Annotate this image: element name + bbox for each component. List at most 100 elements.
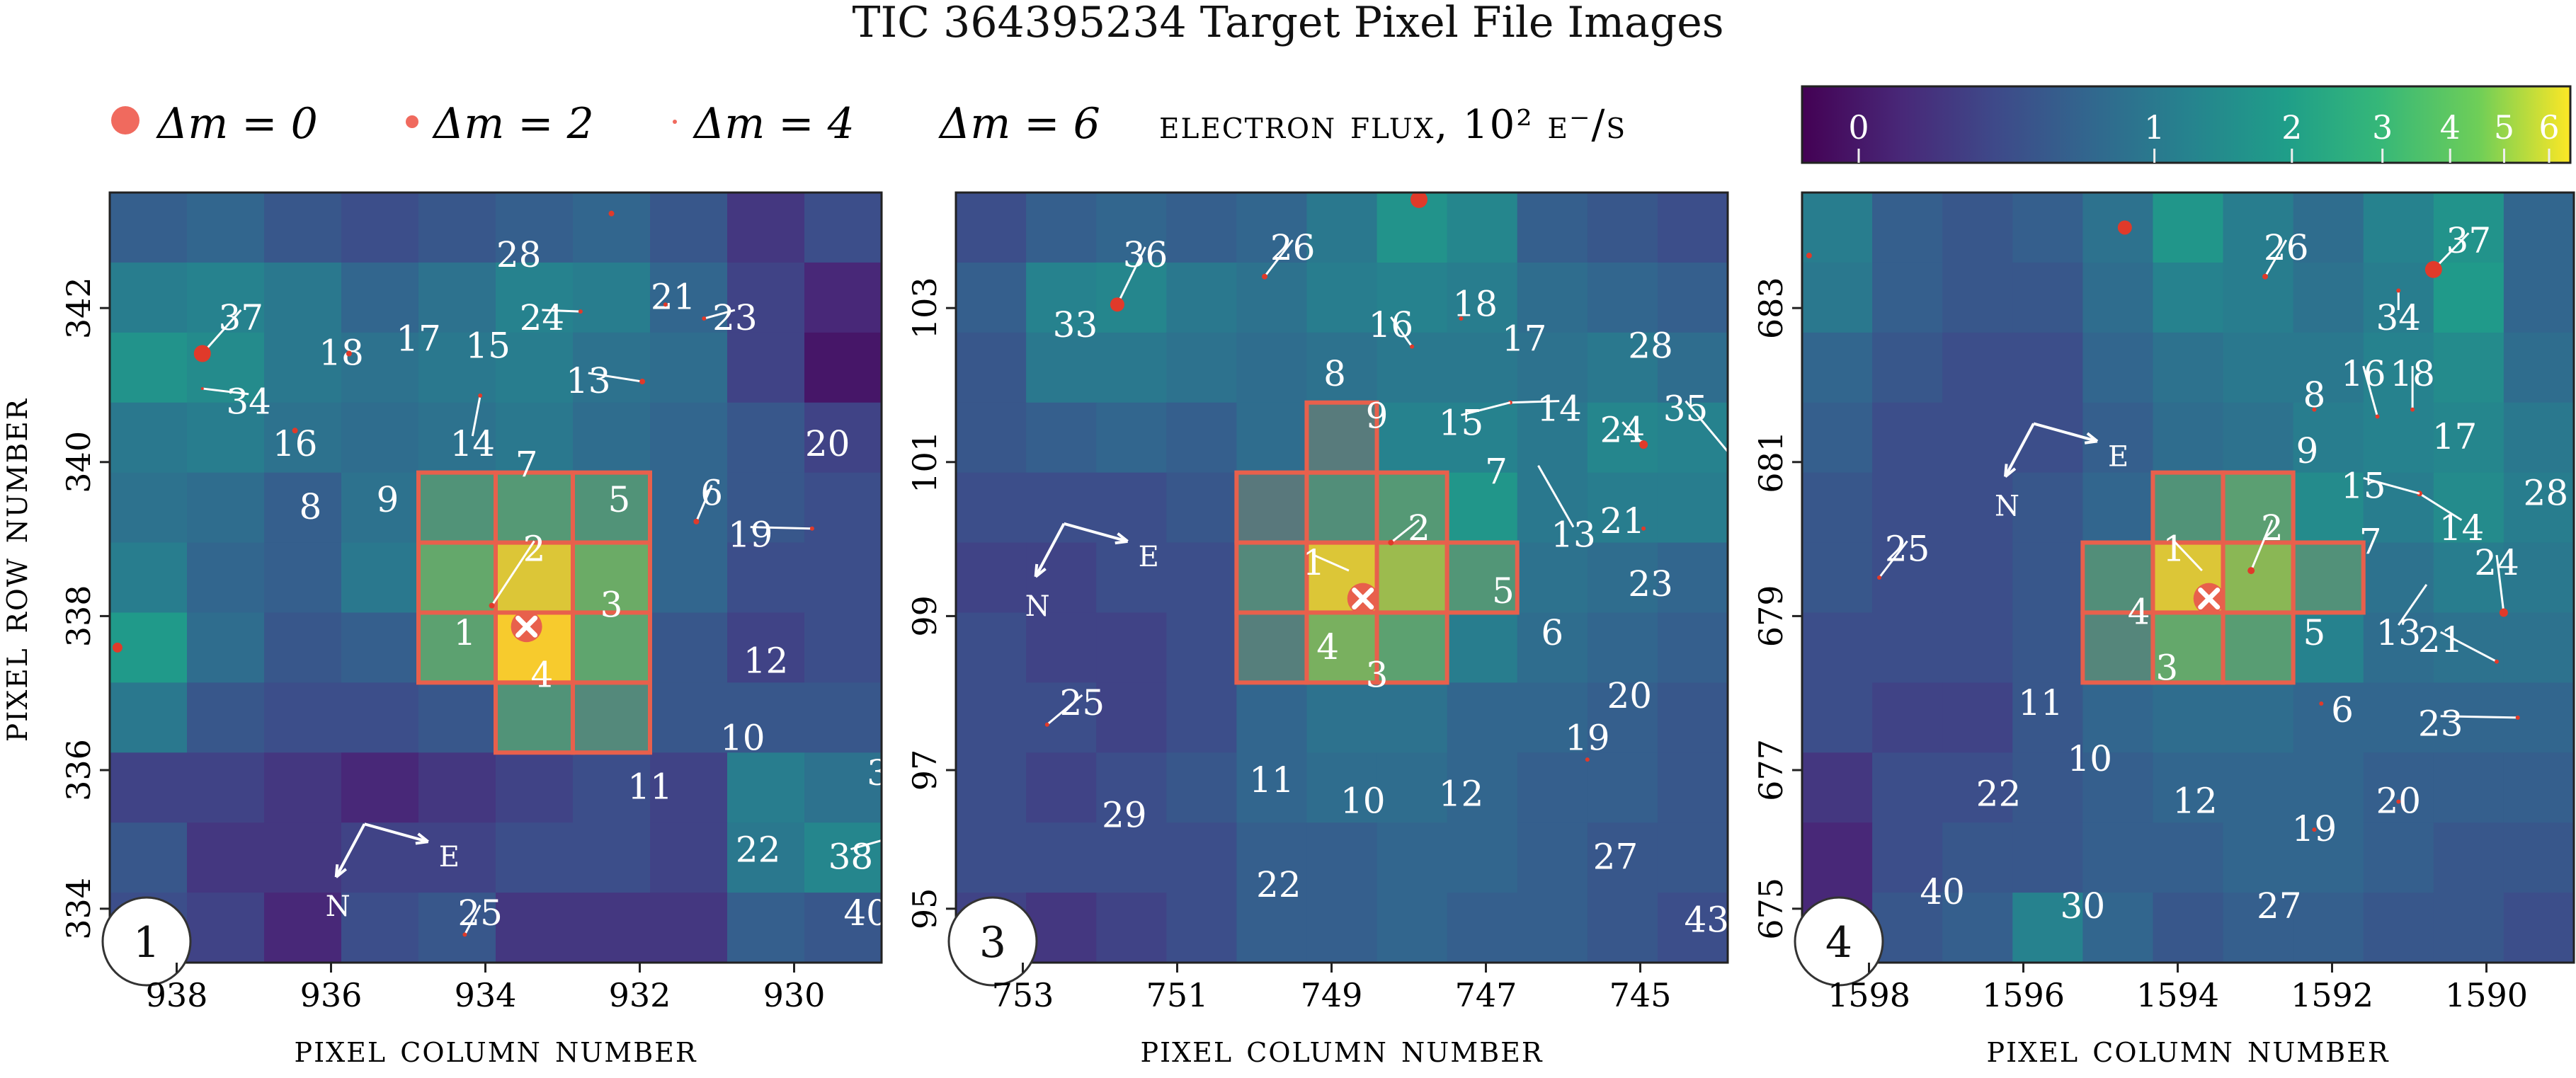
x-tick-label: 1592 <box>2291 976 2373 1014</box>
pixel-cell <box>2082 682 2153 753</box>
pixel-cell <box>187 262 265 333</box>
compass-arrowhead <box>1034 563 1047 578</box>
pixel-cell <box>650 612 728 683</box>
star-label: 19 <box>1565 717 1610 758</box>
pixel-cell <box>1657 193 1728 263</box>
pixel-cell <box>1447 193 1518 263</box>
pixel-cell <box>418 542 496 613</box>
pixel-cell <box>650 472 728 544</box>
pixel-cell <box>1026 472 1097 544</box>
star-leader-line <box>1390 519 1420 544</box>
aperture-pixel <box>1374 540 1449 615</box>
star-label: 26 <box>1270 227 1316 268</box>
pixel-cell <box>1587 752 1658 823</box>
pixel-cell <box>1236 752 1307 823</box>
pixel-cell <box>727 332 805 403</box>
pixel-cell <box>2012 262 2083 333</box>
pixel-cell <box>1657 822 1728 893</box>
x-tick-label: 747 <box>1455 976 1517 1014</box>
pixel-cell <box>956 682 1027 753</box>
star-marker <box>346 350 352 357</box>
x-axis-label: pixel column number <box>1141 1026 1544 1071</box>
pixel-cell <box>264 893 342 963</box>
pixel-cell <box>1447 752 1518 823</box>
sector-badge <box>1794 896 1884 987</box>
star-marker <box>809 526 814 531</box>
star-label: 28 <box>496 234 542 275</box>
pixel-cell <box>1306 402 1378 474</box>
pixel-cell <box>1236 612 1307 683</box>
pixel-cell <box>1802 402 1873 474</box>
pixel-cell <box>956 752 1027 823</box>
star-leader-line <box>2250 520 2274 571</box>
pixel-cell <box>1802 332 1873 403</box>
pixel-cell <box>1942 193 2013 263</box>
pixel-cell <box>2293 402 2364 474</box>
pixel-cell <box>2433 193 2504 263</box>
star-label: 4 <box>2128 591 2150 632</box>
pixel-cell <box>2012 893 2083 963</box>
pixel-cell <box>110 193 188 263</box>
pixel-cell <box>2082 332 2153 403</box>
pixel-cell <box>1096 402 1167 474</box>
pixel-cell <box>1096 332 1167 403</box>
aperture-pixel <box>1374 610 1449 685</box>
star-leader-line <box>1685 400 1728 452</box>
compass-arrowhead <box>334 864 347 878</box>
star-leader-line <box>588 372 643 383</box>
pixel-cell <box>187 193 265 263</box>
pixel-cell <box>496 472 574 544</box>
aperture-pixel <box>2221 610 2296 685</box>
pixel-cell <box>496 402 574 474</box>
pixel-grid: 1234567891011121314151617181920212223242… <box>1802 193 2574 963</box>
pixel-cell <box>1306 682 1378 753</box>
pixel-cell <box>1236 822 1307 893</box>
star-marker <box>2495 659 2499 664</box>
pixel-cell <box>2433 752 2504 823</box>
star-marker <box>2375 414 2380 419</box>
star-label: 6 <box>700 472 723 513</box>
star-label: 12 <box>1439 774 1484 815</box>
pixel-cell <box>2012 332 2083 403</box>
star-label: 3 <box>1366 654 1389 695</box>
pixel-cell <box>727 893 805 963</box>
compass: NE <box>1025 522 1159 623</box>
star-label: 5 <box>2303 612 2325 653</box>
star-label: 35 <box>1663 389 1709 430</box>
pixel-cell <box>2223 332 2294 403</box>
y-tick-label: 334 <box>59 878 98 940</box>
pixel-cell <box>2223 402 2294 474</box>
star-leader-line <box>2398 584 2428 626</box>
y-tick-label: 342 <box>59 277 98 339</box>
pixel-cell <box>1657 612 1728 683</box>
star-label: 22 <box>736 830 781 871</box>
star-label: 25 <box>1060 682 1105 723</box>
pixel-cell <box>110 402 188 474</box>
pixel-cell <box>1377 752 1448 823</box>
star-leader-line <box>850 839 882 851</box>
star-label: 14 <box>2439 508 2485 549</box>
pixel-cell <box>1026 542 1097 613</box>
pixel-cell <box>1587 822 1658 893</box>
pixel-cell <box>1517 193 1588 263</box>
pixel-cell <box>804 193 882 263</box>
star-marker <box>1262 273 1267 280</box>
star-leader-line <box>2440 631 2497 663</box>
pixel-cell <box>727 682 805 753</box>
pixel-cell <box>1306 612 1378 683</box>
star-label: 11 <box>1249 759 1294 801</box>
pixel-cell <box>2363 402 2434 474</box>
compass-arrow <box>334 823 366 878</box>
compass-arrowhead <box>415 832 429 845</box>
pixel-cell <box>264 542 342 613</box>
x-tick-label: 745 <box>1609 976 1672 1014</box>
pixel-cell <box>1872 822 1943 893</box>
sector-badge <box>947 896 1038 987</box>
pixel-cell <box>1802 612 1873 683</box>
pixel-cell <box>2293 612 2364 683</box>
pixel-cell <box>573 332 651 403</box>
star-label: 18 <box>2390 353 2435 394</box>
compass-north-label: N <box>1995 490 2019 522</box>
pixel-cell <box>1447 332 1518 403</box>
aperture-pixel <box>571 540 652 615</box>
